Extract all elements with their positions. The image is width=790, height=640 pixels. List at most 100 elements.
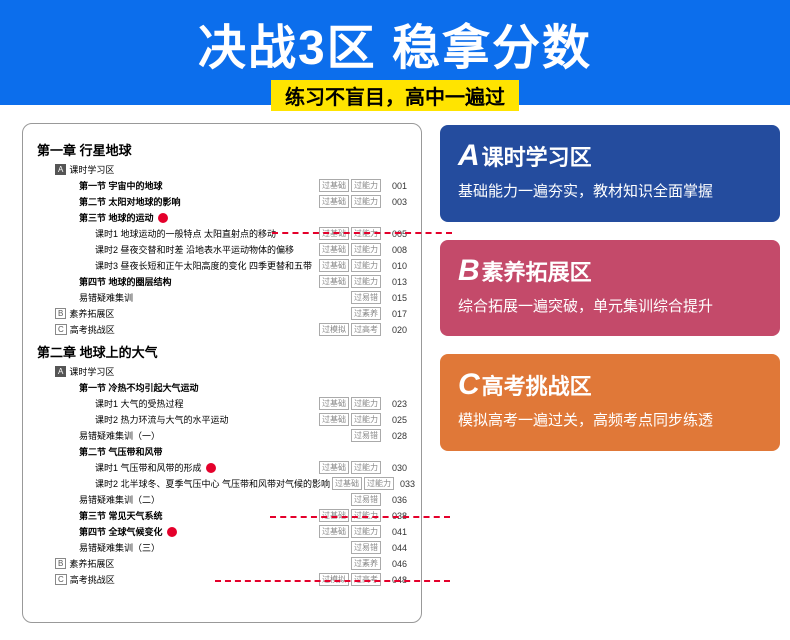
page: 041 xyxy=(387,527,407,537)
tag: 过基础 xyxy=(319,275,349,288)
zone-a-label: 课时学习区 xyxy=(69,163,114,176)
toc-label: 第四节 全球气候变化 xyxy=(79,525,163,538)
connector-line-a xyxy=(272,232,452,234)
tag: 过能力 xyxy=(351,275,381,288)
card-c-title: C高考挑战区 xyxy=(458,368,762,402)
toc-row: 易错疑难集训（三）过易错044 xyxy=(37,541,407,554)
header-title: 决战3区 稳拿分数 xyxy=(0,8,790,78)
toc-label: 第二节 气压带和风带 xyxy=(79,445,163,458)
tag: 过能力 xyxy=(351,243,381,256)
zone-a-label: 课时学习区 xyxy=(69,365,114,378)
zone-a-header: A 课时学习区 xyxy=(37,163,407,176)
toc-label: 第一节 冷热不均引起大气运动 xyxy=(79,381,199,394)
tag: 过基础 xyxy=(319,195,349,208)
page: 030 xyxy=(387,463,407,473)
tag: 过能力 xyxy=(351,259,381,272)
header-banner: 决战3区 稳拿分数 练习不盲目，高中一遍过 xyxy=(0,0,790,105)
toc-row: 第二节 气压带和风带 xyxy=(37,445,407,458)
chapter-1: 第一章 行星地球 xyxy=(37,140,407,159)
zone-c-header: C高考挑战区过模拟过高考020 xyxy=(37,323,407,336)
zone-b-label: 素养拓展区 xyxy=(69,557,114,570)
card-b-letter: B xyxy=(458,254,480,287)
page: 001 xyxy=(387,181,407,191)
zone-c-letter: C xyxy=(55,574,67,585)
card-b-title: B素养拓展区 xyxy=(458,254,762,288)
toc-row: 第二节 太阳对地球的影响过基础过能力003 xyxy=(37,195,407,208)
toc-row: 课时1 大气的受热过程过基础过能力023 xyxy=(37,397,407,410)
card-a: A课时学习区 基础能力一遍夯实，教材知识全面掌握 xyxy=(440,125,780,222)
tag: 过基础 xyxy=(319,179,349,192)
tag: 过能力 xyxy=(351,195,381,208)
tag: 过易错 xyxy=(351,291,381,304)
tag: 过能力 xyxy=(364,477,394,490)
zone-c-letter: C xyxy=(55,324,67,335)
tag: 过素养 xyxy=(351,307,381,320)
toc-label: 易错疑难集训（一） xyxy=(79,429,160,442)
marker-dot-b xyxy=(206,463,216,473)
toc-label: 课时1 地球运动的一般特点 太阳直射点的移动 xyxy=(95,227,276,240)
zone-b-letter: B xyxy=(55,308,66,319)
toc-row: 课时3 昼夜长短和正午太阳高度的变化 四季更替和五带过基础过能力010 xyxy=(37,259,407,272)
page: 033 xyxy=(400,479,415,489)
page: 010 xyxy=(387,261,407,271)
card-a-letter: A xyxy=(458,139,480,172)
page: 028 xyxy=(387,431,407,441)
toc-label: 课时2 昼夜交替和时差 沿地表水平运动物体的偏移 xyxy=(95,243,294,256)
toc-label: 易错疑难集训 xyxy=(79,291,133,304)
tag: 过基础 xyxy=(319,461,349,474)
toc-row: 易错疑难集训 过易错 015 xyxy=(37,291,407,304)
tag: 过基础 xyxy=(319,413,349,426)
card-c-desc: 模拟高考一遍过关，高频考点同步练透 xyxy=(458,410,762,433)
toc-label: 易错疑难集训（二） xyxy=(79,493,160,506)
zone-c-label: 高考挑战区 xyxy=(70,573,115,586)
zone-b-label: 素养拓展区 xyxy=(69,307,114,320)
tag: 过素养 xyxy=(351,557,381,570)
tag: 过能力 xyxy=(351,179,381,192)
toc-label: 课时1 大气的受热过程 xyxy=(95,397,184,410)
card-c: C高考挑战区 模拟高考一遍过关，高频考点同步练透 xyxy=(440,354,780,451)
tag: 过基础 xyxy=(332,477,362,490)
card-a-title: A课时学习区 xyxy=(458,139,762,173)
cards-column: A课时学习区 基础能力一遍夯实，教材知识全面掌握 B素养拓展区 综合拓展一遍突破… xyxy=(440,123,780,623)
tag: 过基础 xyxy=(319,243,349,256)
tag: 过基础 xyxy=(319,397,349,410)
page: 036 xyxy=(387,495,407,505)
toc-row: 易错疑难集训（一） 过易错 028 xyxy=(37,429,407,442)
toc-row: 课时2 北半球冬、夏季气压中心 气压带和风带对气候的影响过基础过能力033 xyxy=(37,477,407,490)
marker-dot-a xyxy=(158,213,168,223)
toc-row: 第四节 全球气候变化 过基础过能力 041 xyxy=(37,525,407,538)
toc-row: 第一节 冷热不均引起大气运动 xyxy=(37,381,407,394)
toc-row: 课时2 热力环流与大气的水平运动过基础过能力025 xyxy=(37,413,407,426)
content: 第一章 行星地球 A 课时学习区 第一节 宇宙中的地球过基础过能力001 第二节… xyxy=(0,105,790,623)
tag: 过能力 xyxy=(351,525,381,538)
zone-b-letter: B xyxy=(55,558,66,569)
tag: 过基础 xyxy=(319,525,349,538)
toc-row: 易错疑难集训（二）过易错036 xyxy=(37,493,407,506)
zone-b-header: B素养拓展区 过素养 017 xyxy=(37,307,407,320)
toc-label: 第一节 宇宙中的地球 xyxy=(79,179,163,192)
connector-line-b xyxy=(270,516,450,518)
chapter-2: 第二章 地球上的大气 xyxy=(37,342,407,361)
tag: 过能力 xyxy=(351,461,381,474)
page: 025 xyxy=(387,415,407,425)
page: 015 xyxy=(387,293,407,303)
marker-dot-c xyxy=(167,527,177,537)
toc-panel: 第一章 行星地球 A 课时学习区 第一节 宇宙中的地球过基础过能力001 第二节… xyxy=(22,123,422,623)
zone-b-header: B素养拓展区过素养046 xyxy=(37,557,407,570)
toc-row: 课时2 昼夜交替和时差 沿地表水平运动物体的偏移过基础过能力008 xyxy=(37,243,407,256)
toc-label: 课时2 热力环流与大气的水平运动 xyxy=(95,413,229,426)
toc-row: 第三节 地球的运动 xyxy=(37,211,407,224)
card-b-desc: 综合拓展一遍突破，单元集训综合提升 xyxy=(458,296,762,319)
zone-a-letter: A xyxy=(55,164,66,175)
toc-row: 第四节 地球的圈层结构过基础过能力013 xyxy=(37,275,407,288)
page: 017 xyxy=(387,309,407,319)
card-c-letter: C xyxy=(458,368,480,401)
header-subtitle: 练习不盲目，高中一遍过 xyxy=(271,80,519,111)
tag: 过能力 xyxy=(351,397,381,410)
connector-line-c xyxy=(215,580,450,582)
tag: 过易错 xyxy=(351,429,381,442)
zone-c-label: 高考挑战区 xyxy=(70,323,115,336)
page: 020 xyxy=(387,325,407,335)
toc-label: 课时3 昼夜长短和正午太阳高度的变化 四季更替和五带 xyxy=(95,259,312,272)
card-b: B素养拓展区 综合拓展一遍突破，单元集训综合提升 xyxy=(440,240,780,337)
